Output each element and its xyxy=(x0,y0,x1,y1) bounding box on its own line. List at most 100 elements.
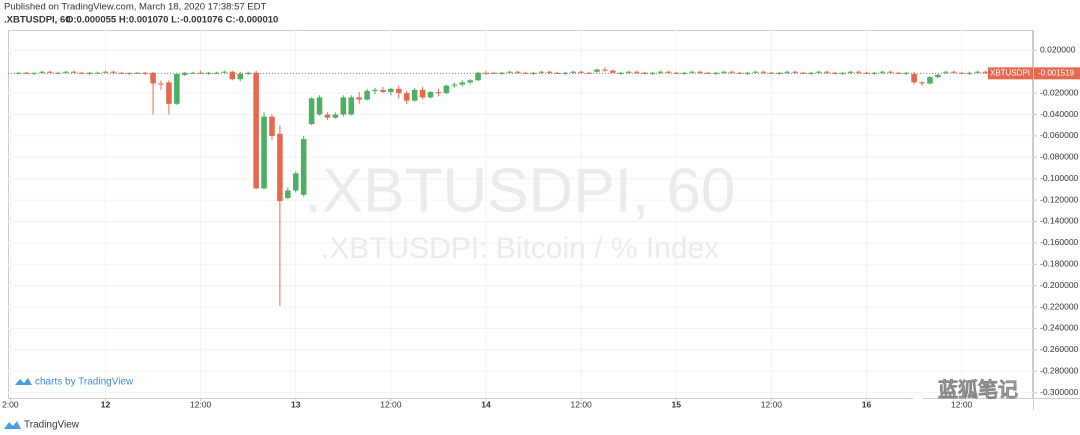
last-price-box xyxy=(988,67,1033,80)
candle-body xyxy=(78,72,85,74)
y-tick-label: -0.200000 xyxy=(1040,280,1079,290)
candle-body xyxy=(396,88,402,94)
candle-body xyxy=(189,72,196,74)
candle-body xyxy=(332,114,339,118)
y-tick-label: -0.040000 xyxy=(1040,109,1079,119)
candle-body xyxy=(943,71,949,73)
candle-body xyxy=(602,69,608,71)
watermark: .XBTUSDPI, 60 xyxy=(305,156,736,225)
x-tick-label: 15 xyxy=(672,399,682,409)
candle-body xyxy=(673,72,680,74)
y-tick-label: -0.280000 xyxy=(1040,366,1079,376)
candle-body xyxy=(419,89,426,98)
wechat-icon xyxy=(909,382,927,400)
candle-body xyxy=(919,82,925,84)
candle-body xyxy=(388,88,394,93)
candle-body xyxy=(292,173,299,191)
candle-body xyxy=(23,72,30,74)
candle-body xyxy=(768,72,775,74)
x-tick-label: 12:00 xyxy=(571,399,593,409)
candles xyxy=(8,67,1033,306)
candle-body xyxy=(744,72,751,74)
candle-body xyxy=(134,72,140,74)
y-tick-label: -0.100000 xyxy=(1040,173,1079,183)
candle-body xyxy=(681,72,687,74)
candle-body xyxy=(483,72,489,74)
candle-body xyxy=(625,71,632,73)
candle-body xyxy=(610,70,616,73)
candle-body xyxy=(879,71,886,73)
candle-body xyxy=(982,71,989,73)
y-tick-label: -0.020000 xyxy=(1040,87,1079,97)
candle-body xyxy=(308,98,315,125)
candle-body xyxy=(784,71,791,73)
candle-body xyxy=(562,72,569,74)
logo-icon xyxy=(15,378,32,385)
candle-body xyxy=(285,190,291,198)
candle-body xyxy=(530,72,537,74)
y-tick-label: -0.140000 xyxy=(1040,216,1079,226)
candle-body xyxy=(752,71,759,73)
candle-body xyxy=(213,72,220,74)
candle-body xyxy=(427,92,434,98)
x-tick-label: 12:00 xyxy=(761,399,783,409)
candle-body xyxy=(277,133,283,202)
candle-body xyxy=(158,83,164,85)
candle-body xyxy=(39,71,45,73)
candle-body xyxy=(63,71,69,73)
y-tick-label: -0.220000 xyxy=(1040,301,1079,311)
candle-body xyxy=(253,72,259,189)
candle-body xyxy=(356,97,362,100)
x-tick-label: 2:00 xyxy=(2,399,19,409)
candle-body xyxy=(126,72,133,74)
candle-body xyxy=(316,97,323,115)
candle-body xyxy=(507,71,513,73)
candle-body xyxy=(142,72,148,74)
candle-body xyxy=(55,72,61,74)
candle-body xyxy=(911,73,917,83)
candle-body xyxy=(435,92,442,94)
candle-body xyxy=(459,82,466,85)
footer-brand[interactable]: TradingView xyxy=(24,420,80,431)
candle-body xyxy=(832,72,838,74)
candle-body xyxy=(594,69,600,72)
x-tick-label: 12 xyxy=(101,399,111,409)
candle-body xyxy=(380,89,386,93)
chart-credit[interactable]: charts by TradingView xyxy=(35,377,134,388)
candle-body xyxy=(927,77,933,84)
candle-body xyxy=(665,71,672,73)
x-tick-label: 12:00 xyxy=(951,399,973,409)
candle-body xyxy=(364,90,370,100)
candle-body xyxy=(499,72,505,74)
candle-body xyxy=(554,72,561,74)
candle-body xyxy=(166,82,172,104)
candle-body xyxy=(903,72,909,74)
candle-body xyxy=(300,139,307,195)
candle-body xyxy=(887,71,894,73)
candle-body xyxy=(847,71,854,73)
candle-body xyxy=(728,71,735,73)
published-note: Published on TradingView.com, March 18, … xyxy=(4,2,266,13)
x-tick-label: 14 xyxy=(481,399,491,409)
x-tick-label: 13 xyxy=(291,399,301,409)
x-tick-label: 12:00 xyxy=(190,399,212,409)
last-price-value: -0.001519 xyxy=(1038,68,1075,77)
candle-body xyxy=(895,72,902,74)
candle-body xyxy=(514,71,521,73)
y-tick-label: -0.300000 xyxy=(1040,387,1079,397)
candle-body xyxy=(411,89,418,101)
candle-body xyxy=(578,71,584,73)
symbol: .XBTUSDPI, 60 xyxy=(4,15,71,26)
candle-body xyxy=(150,72,156,84)
candle-body xyxy=(800,72,806,74)
candle-body xyxy=(31,72,37,74)
candle-body xyxy=(792,71,798,73)
last-price-axis-box xyxy=(1034,67,1080,80)
y-tick-label: -0.260000 xyxy=(1040,344,1079,354)
candle-body xyxy=(633,71,640,73)
candle-body xyxy=(451,84,458,86)
candle-body xyxy=(689,71,695,73)
y-tick-label: -0.080000 xyxy=(1040,152,1079,162)
candle-body xyxy=(245,72,251,74)
candle-body xyxy=(974,71,981,73)
